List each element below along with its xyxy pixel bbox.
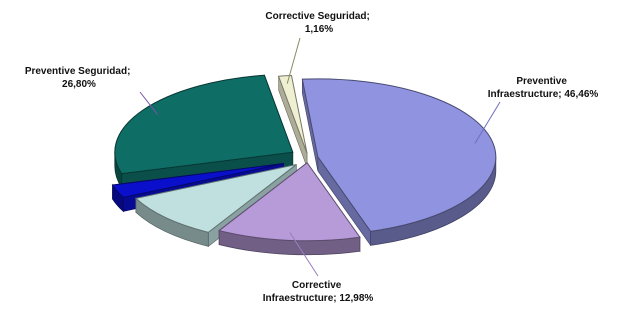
pie-slice-top-4	[114, 74, 294, 175]
pie-slice-top-3	[111, 163, 284, 198]
pie-slice-top-1	[218, 162, 361, 242]
pie-slice-1	[218, 161, 361, 256]
slice-label-corrective-infraestructure: Corrective Infraestructure; 12,98%	[263, 280, 374, 304]
pie-slice-top-5	[277, 75, 308, 154]
leader-line-5	[286, 37, 301, 84]
slice-label-preventive-infraestructure: Preventive Infraestructure; 46,46%	[488, 76, 599, 100]
slice-label-preventive-seguridad: Preventive Seguridad; 26,80%	[25, 66, 133, 90]
leader-line-0	[474, 101, 501, 144]
pie-slice-top-2	[134, 164, 297, 233]
leader-lines	[139, 37, 501, 277]
leader-line-4	[139, 91, 158, 115]
pie-slice-5	[277, 75, 308, 168]
slice-label-corrective-seguridad: Corrective Seguridad; 1,16%	[265, 11, 372, 35]
pie-slice-0	[301, 78, 497, 247]
leader-line-1	[289, 232, 319, 277]
pie-labels: Preventive Infraestructure; 46,46% Corre…	[25, 11, 599, 304]
pie-slice-top-0	[301, 78, 497, 232]
pie-slices	[111, 74, 497, 256]
